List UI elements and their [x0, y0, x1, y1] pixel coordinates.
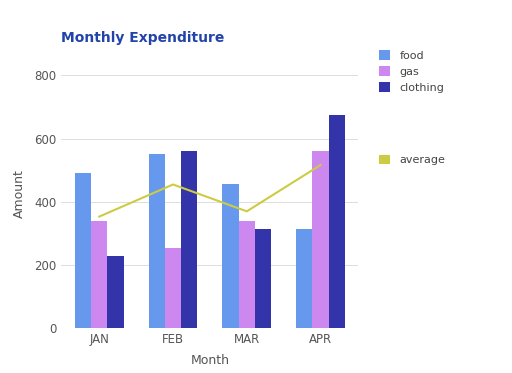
Text: Monthly Expenditure: Monthly Expenditure — [61, 31, 225, 45]
Bar — [296, 229, 312, 328]
Bar — [239, 221, 255, 328]
Y-axis label: Amount: Amount — [13, 169, 26, 219]
Bar — [329, 115, 345, 328]
Bar — [91, 221, 108, 328]
Bar — [165, 248, 181, 328]
Bar — [148, 154, 165, 328]
Legend: food, gas, clothing: food, gas, clothing — [379, 50, 444, 93]
X-axis label: Month: Month — [190, 354, 229, 367]
Bar — [108, 256, 123, 328]
Legend: average: average — [379, 155, 445, 165]
Bar — [181, 151, 198, 328]
Bar — [255, 229, 271, 328]
Bar — [222, 185, 239, 328]
Bar — [75, 173, 91, 328]
Bar — [312, 151, 329, 328]
